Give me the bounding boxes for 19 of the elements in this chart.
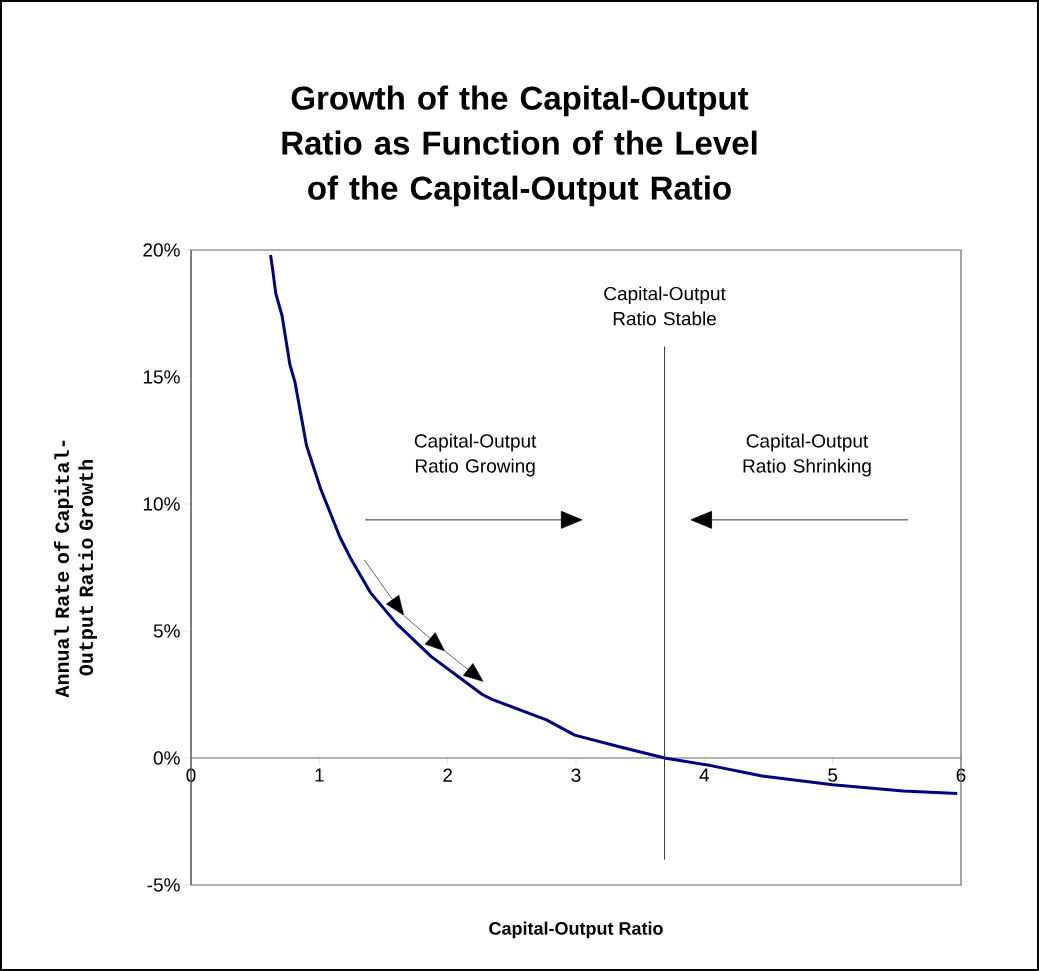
y-tick-label: 0% [153, 751, 180, 765]
x-tick-label: 4 [699, 768, 710, 782]
x-tick-label: 2 [443, 768, 452, 782]
x-axis-title: Capital-Output Ratio [489, 921, 663, 939]
chart-title: Growth of the Capital-Output Ratio as Function of the Level of the Capital-Output Ratio [282, 85, 757, 207]
y-tick-label: 10% [143, 497, 180, 511]
ref-line-label: Capital-Output Ratio Stable [604, 286, 726, 326]
x-tick-label: 5 [828, 768, 838, 782]
x-tick-label: 6 [956, 768, 966, 782]
y-tick-label: 20% [143, 243, 180, 257]
x-tick-label: 1 [315, 768, 324, 782]
annotation: Capital-Output Ratio Growing [414, 433, 537, 477]
y-axis-title: Annual Rate of Capital-Output Ratio Growth [54, 440, 97, 698]
y-tick-label: -5% [147, 878, 180, 892]
y-tick-label: 15% [143, 370, 180, 384]
annotation: Capital-Output Ratio Shrinking [743, 433, 871, 477]
x-tick-label: 0 [186, 768, 196, 782]
x-tick-label: 3 [571, 768, 581, 782]
y-tick-label: 5% [153, 624, 180, 638]
